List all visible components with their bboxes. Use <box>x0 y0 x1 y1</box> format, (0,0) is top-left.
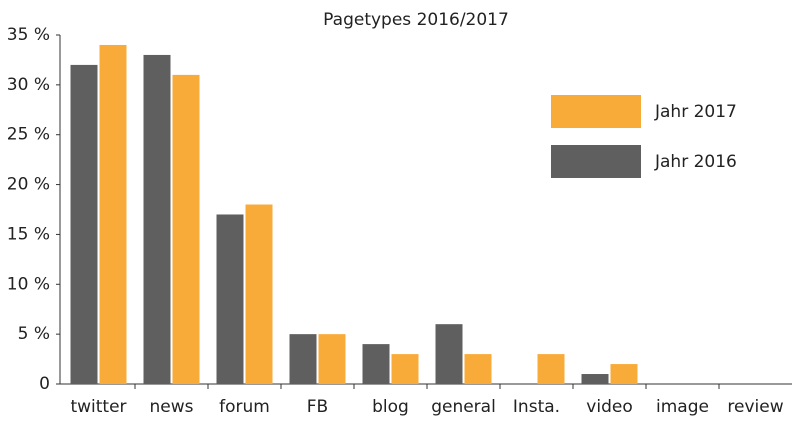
x-tick-label: blog <box>372 397 409 417</box>
x-tick-label: Insta. <box>513 397 560 417</box>
bar <box>216 214 244 384</box>
legend-label: Jahr 2016 <box>654 152 737 172</box>
bar <box>318 334 346 384</box>
y-tick-label: 15 % <box>7 224 50 244</box>
x-tick-label: video <box>586 397 632 417</box>
bar <box>362 344 390 384</box>
x-tick-label: twitter <box>70 397 126 417</box>
y-tick-label: 35 % <box>7 25 50 45</box>
bar <box>70 64 98 385</box>
bar <box>172 74 200 384</box>
bar <box>143 54 171 384</box>
legend-swatch <box>551 145 641 178</box>
legend-label: Jahr 2017 <box>654 102 737 122</box>
x-tick-label: forum <box>219 397 270 417</box>
bar <box>435 324 463 384</box>
bar <box>464 354 492 384</box>
bar <box>99 44 127 384</box>
y-tick-label: 30 % <box>7 75 50 95</box>
y-tick-label: 0 <box>39 374 50 394</box>
y-tick-label: 5 % <box>18 324 50 344</box>
legend-swatch <box>551 95 641 128</box>
bar <box>289 334 317 384</box>
x-tick-label: FB <box>307 397 328 417</box>
x-tick-label: news <box>150 397 194 417</box>
x-tick-label: general <box>431 397 496 417</box>
bar <box>537 354 565 384</box>
y-tick-label: 20 % <box>7 175 50 195</box>
chart-title: Pagetypes 2016/2017 <box>323 10 509 30</box>
bar <box>391 354 419 384</box>
bar <box>610 364 638 384</box>
y-tick-label: 10 % <box>7 274 50 294</box>
bar <box>581 374 609 384</box>
y-tick-label: 25 % <box>7 125 50 145</box>
bar <box>245 204 273 384</box>
x-tick-label: review <box>727 397 783 417</box>
x-tick-label: image <box>656 397 709 417</box>
